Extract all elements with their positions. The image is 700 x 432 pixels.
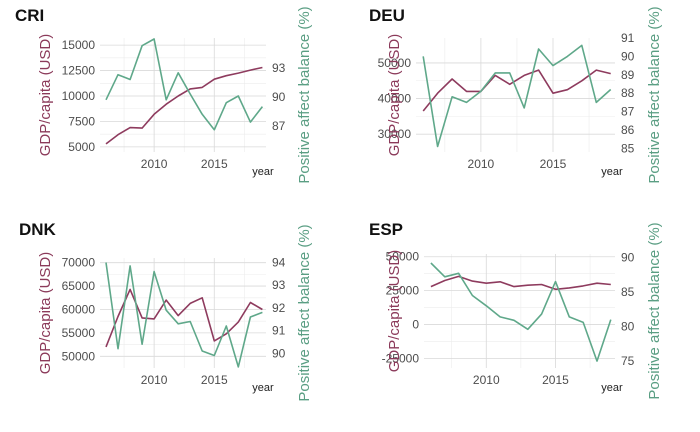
y-right-tick-label: 91 — [272, 324, 286, 338]
series-line-positive-affect — [105, 38, 264, 131]
x-axis-label: year — [601, 382, 623, 394]
y-left-tick-label: 0 — [412, 318, 419, 332]
x-tick-label: 2010 — [141, 157, 168, 171]
y-left-tick-label: 60000 — [62, 302, 96, 316]
x-tick-label: 2010 — [141, 373, 168, 387]
y-right-tick-label: 85 — [621, 285, 635, 299]
y-left-axis-label: GDP/capita (USD) — [37, 34, 54, 157]
series-line-positive-affect — [105, 262, 263, 368]
x-tick-label: 2010 — [468, 157, 495, 171]
y-left-tick-label: 5000 — [68, 140, 95, 154]
y-right-tick-label: 75 — [621, 354, 635, 368]
y-right-tick-label: 87 — [621, 105, 635, 119]
y-right-tick-label: 93 — [272, 278, 286, 292]
panel-cri: 5000 7500 10000 12500 15000 87 90 93 2010 2015 CRI… — [15, 6, 313, 184]
x-tick-label: 2015 — [201, 157, 228, 171]
y-right-axis-label: Positive affect balance (%) — [296, 6, 313, 183]
y-left-tick-label: 70000 — [62, 256, 96, 270]
y-left-tick-label: -25000 — [382, 352, 420, 366]
y-right-tick-label: 93 — [272, 61, 286, 75]
y-left-tick-label: 55000 — [62, 326, 96, 340]
series-line-gdp — [105, 66, 263, 145]
x-tick-label: 2015 — [540, 157, 567, 171]
y-left-axis-label: GDP/capita (USD) — [386, 34, 403, 157]
panel-title: CRI — [15, 6, 44, 25]
x-tick-label: 2015 — [542, 373, 569, 387]
panel-deu: 30000 40000 50000 85 86 87 88 89 90 91 2010 2015 DEU… — [369, 6, 663, 184]
y-left-tick-label: 50000 — [386, 250, 420, 264]
x-axis-label: year — [252, 166, 274, 178]
y-right-tick-label: 91 — [621, 31, 635, 45]
x-axis-label: year — [252, 382, 274, 394]
series-line-positive-affect — [430, 262, 612, 362]
y-left-tick-label: 30000 — [378, 127, 412, 141]
y-left-tick-label: 15000 — [62, 38, 96, 52]
y-left-axis-label: GDP/capita (USD) — [386, 250, 403, 373]
y-right-tick-label: 88 — [621, 86, 635, 100]
y-right-axis-label: Positive affect balance (%) — [646, 222, 663, 399]
y-right-tick-label: 89 — [621, 68, 635, 82]
y-right-tick-label: 92 — [272, 301, 286, 315]
y-left-tick-label: 25000 — [386, 284, 420, 298]
series-line-gdp — [422, 69, 611, 112]
y-left-tick-label: 7500 — [68, 114, 95, 128]
x-axis-label: year — [601, 166, 623, 178]
x-tick-label: 2015 — [201, 373, 228, 387]
panel-title: DEU — [369, 6, 405, 25]
y-right-tick-label: 90 — [272, 90, 286, 104]
y-right-tick-label: 86 — [621, 123, 635, 137]
x-tick-label: 2010 — [473, 373, 500, 387]
y-right-tick-label: 87 — [272, 119, 286, 133]
y-right-axis-label: Positive affect balance (%) — [646, 6, 663, 183]
y-right-tick-label: 94 — [272, 256, 286, 270]
y-right-tick-label: 90 — [621, 250, 635, 264]
y-right-tick-label: 90 — [272, 346, 286, 360]
panel-esp: -25000 0 25000 50000 75 80 85 90 2010 2015 ESP year… — [369, 220, 663, 400]
y-left-tick-label: 50000 — [62, 349, 96, 363]
y-left-tick-label: 12500 — [62, 64, 96, 78]
y-right-axis-label: Positive affect balance (%) — [296, 224, 313, 401]
panel-title: ESP — [369, 220, 403, 239]
y-left-tick-label: 40000 — [378, 92, 412, 106]
y-left-tick-label: 50000 — [378, 56, 412, 70]
panel-title: DNK — [19, 220, 57, 239]
y-left-axis-label: GDP/capita (USD) — [37, 252, 54, 375]
series-line-positive-affect — [422, 44, 612, 148]
y-left-tick-label: 65000 — [62, 279, 96, 293]
panel-dnk: 50000 55000 60000 65000 70000 90 91 92 93 94 2010 2… — [19, 220, 313, 402]
y-left-tick-label: 10000 — [62, 89, 96, 103]
y-right-tick-label: 80 — [621, 320, 635, 334]
y-right-tick-label: 85 — [621, 141, 635, 155]
y-right-tick-label: 90 — [621, 49, 635, 63]
series-line-gdp — [105, 288, 263, 348]
